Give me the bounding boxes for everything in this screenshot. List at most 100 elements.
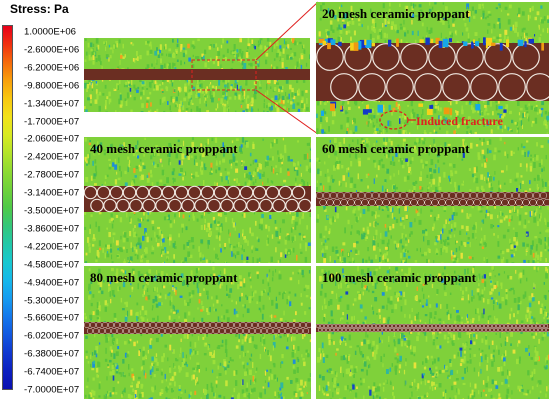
stress-texture-speck xyxy=(414,39,417,44)
stress-texture-speck xyxy=(249,369,252,376)
proppant-particle xyxy=(305,321,311,329)
stress-texture-speck xyxy=(429,304,432,308)
stress-texture-speck xyxy=(243,249,245,252)
stress-texture-speck xyxy=(109,371,112,376)
stress-texture-speck xyxy=(227,171,230,175)
stress-texture-speck xyxy=(479,109,481,115)
stress-texture-speck xyxy=(366,121,368,125)
stress-texture-speck xyxy=(99,306,101,311)
stress-texture-speck xyxy=(300,103,304,109)
stress-texture-speck xyxy=(483,138,485,142)
stress-texture-speck xyxy=(186,364,188,367)
stress-texture-speck xyxy=(528,103,530,106)
stress-texture-speck xyxy=(497,126,500,130)
stress-texture-speck xyxy=(117,248,120,251)
stress-texture-speck xyxy=(475,308,478,315)
stress-texture-speck xyxy=(335,160,339,167)
proppant-particle xyxy=(259,198,273,213)
stress-texture-speck xyxy=(507,229,510,233)
stress-texture-speck xyxy=(186,302,190,306)
stress-texture-speck xyxy=(316,187,318,191)
stress-texture-speck xyxy=(136,51,138,56)
stress-texture-speck xyxy=(365,235,367,241)
stress-texture-speck xyxy=(157,242,160,247)
stress-texture-speck xyxy=(156,294,160,297)
stress-texture-speck xyxy=(348,106,351,110)
proppant-particle xyxy=(455,191,464,200)
stress-texture-speck xyxy=(528,115,530,122)
stress-texture-speck xyxy=(323,102,327,106)
stress-texture-speck xyxy=(279,55,281,62)
stress-texture-speck xyxy=(535,245,538,251)
stress-texture-speck xyxy=(514,178,518,182)
stress-texture-speck xyxy=(367,173,370,176)
stress-texture-speck xyxy=(359,304,363,309)
stress-texture-speck xyxy=(465,225,469,232)
stress-texture-speck xyxy=(474,103,476,110)
stress-texture-speck xyxy=(280,89,284,93)
stress-texture-speck xyxy=(174,67,177,70)
stress-texture-speck xyxy=(396,14,398,19)
stress-texture-speck xyxy=(461,225,464,229)
stress-texture-speck xyxy=(137,271,141,276)
stress-texture-speck xyxy=(430,27,433,34)
stress-texture-speck xyxy=(479,119,482,126)
stress-texture-speck xyxy=(406,345,408,348)
stress-texture-speck xyxy=(425,229,428,232)
stress-texture-speck xyxy=(351,225,353,229)
stress-texture-speck xyxy=(361,24,363,28)
stress-texture-speck xyxy=(268,105,270,111)
stress-texture-speck xyxy=(523,259,526,263)
stress-texture-speck xyxy=(124,182,128,189)
stress-texture-speck xyxy=(323,313,326,318)
stress-texture-speck xyxy=(517,13,519,16)
stress-texture-speck xyxy=(374,213,377,219)
stress-texture-speck xyxy=(464,120,466,123)
stress-texture-speck xyxy=(357,216,359,220)
stress-texture-speck xyxy=(535,252,537,258)
stress-texture-speck xyxy=(410,112,414,118)
stress-texture-speck xyxy=(177,86,181,93)
stress-texture-speck xyxy=(279,153,283,160)
stress-texture-speck xyxy=(494,315,496,320)
stress-texture-speck xyxy=(495,299,498,302)
stress-texture-speck xyxy=(230,147,232,152)
stress-texture-speck xyxy=(217,316,220,323)
stress-texture-speck xyxy=(240,53,244,59)
stress-texture-speck xyxy=(97,281,100,285)
stress-texture-speck xyxy=(163,46,166,50)
stress-texture-speck xyxy=(184,319,188,324)
stress-texture-speck xyxy=(354,249,358,254)
stress-texture-speck xyxy=(460,146,462,152)
stress-texture-speck xyxy=(268,102,271,107)
stress-texture-speck xyxy=(442,116,445,122)
stress-texture-speck xyxy=(292,95,296,100)
stress-texture-speck xyxy=(220,64,222,69)
stress-texture-speck xyxy=(238,94,241,100)
stress-texture-speck xyxy=(431,374,435,378)
stress-texture-speck xyxy=(403,27,406,31)
stress-texture-speck xyxy=(337,12,340,18)
proppant-particle xyxy=(483,191,492,200)
stress-texture-speck xyxy=(466,366,468,373)
stress-texture-speck xyxy=(152,226,155,231)
stress-texture-speck xyxy=(278,100,281,103)
stress-texture-speck xyxy=(372,211,376,215)
stress-texture-speck xyxy=(219,283,222,289)
stress-texture-speck xyxy=(136,315,139,322)
stress-texture-speck xyxy=(382,23,384,28)
overview-plot xyxy=(84,38,310,112)
stress-texture-speck xyxy=(402,113,404,118)
stress-texture-speck xyxy=(186,242,190,246)
interface-stress-speck xyxy=(430,38,434,44)
stress-texture-speck xyxy=(490,394,493,398)
stress-texture-speck xyxy=(460,252,463,259)
stress-texture-speck xyxy=(223,396,226,399)
stress-texture-speck xyxy=(387,227,390,233)
stress-texture-speck xyxy=(272,156,274,161)
stress-texture-speck xyxy=(140,96,142,100)
stress-texture-speck xyxy=(264,161,267,168)
stress-texture-speck xyxy=(96,47,98,51)
stress-texture-speck xyxy=(292,103,296,109)
stress-texture-speck xyxy=(546,312,549,318)
